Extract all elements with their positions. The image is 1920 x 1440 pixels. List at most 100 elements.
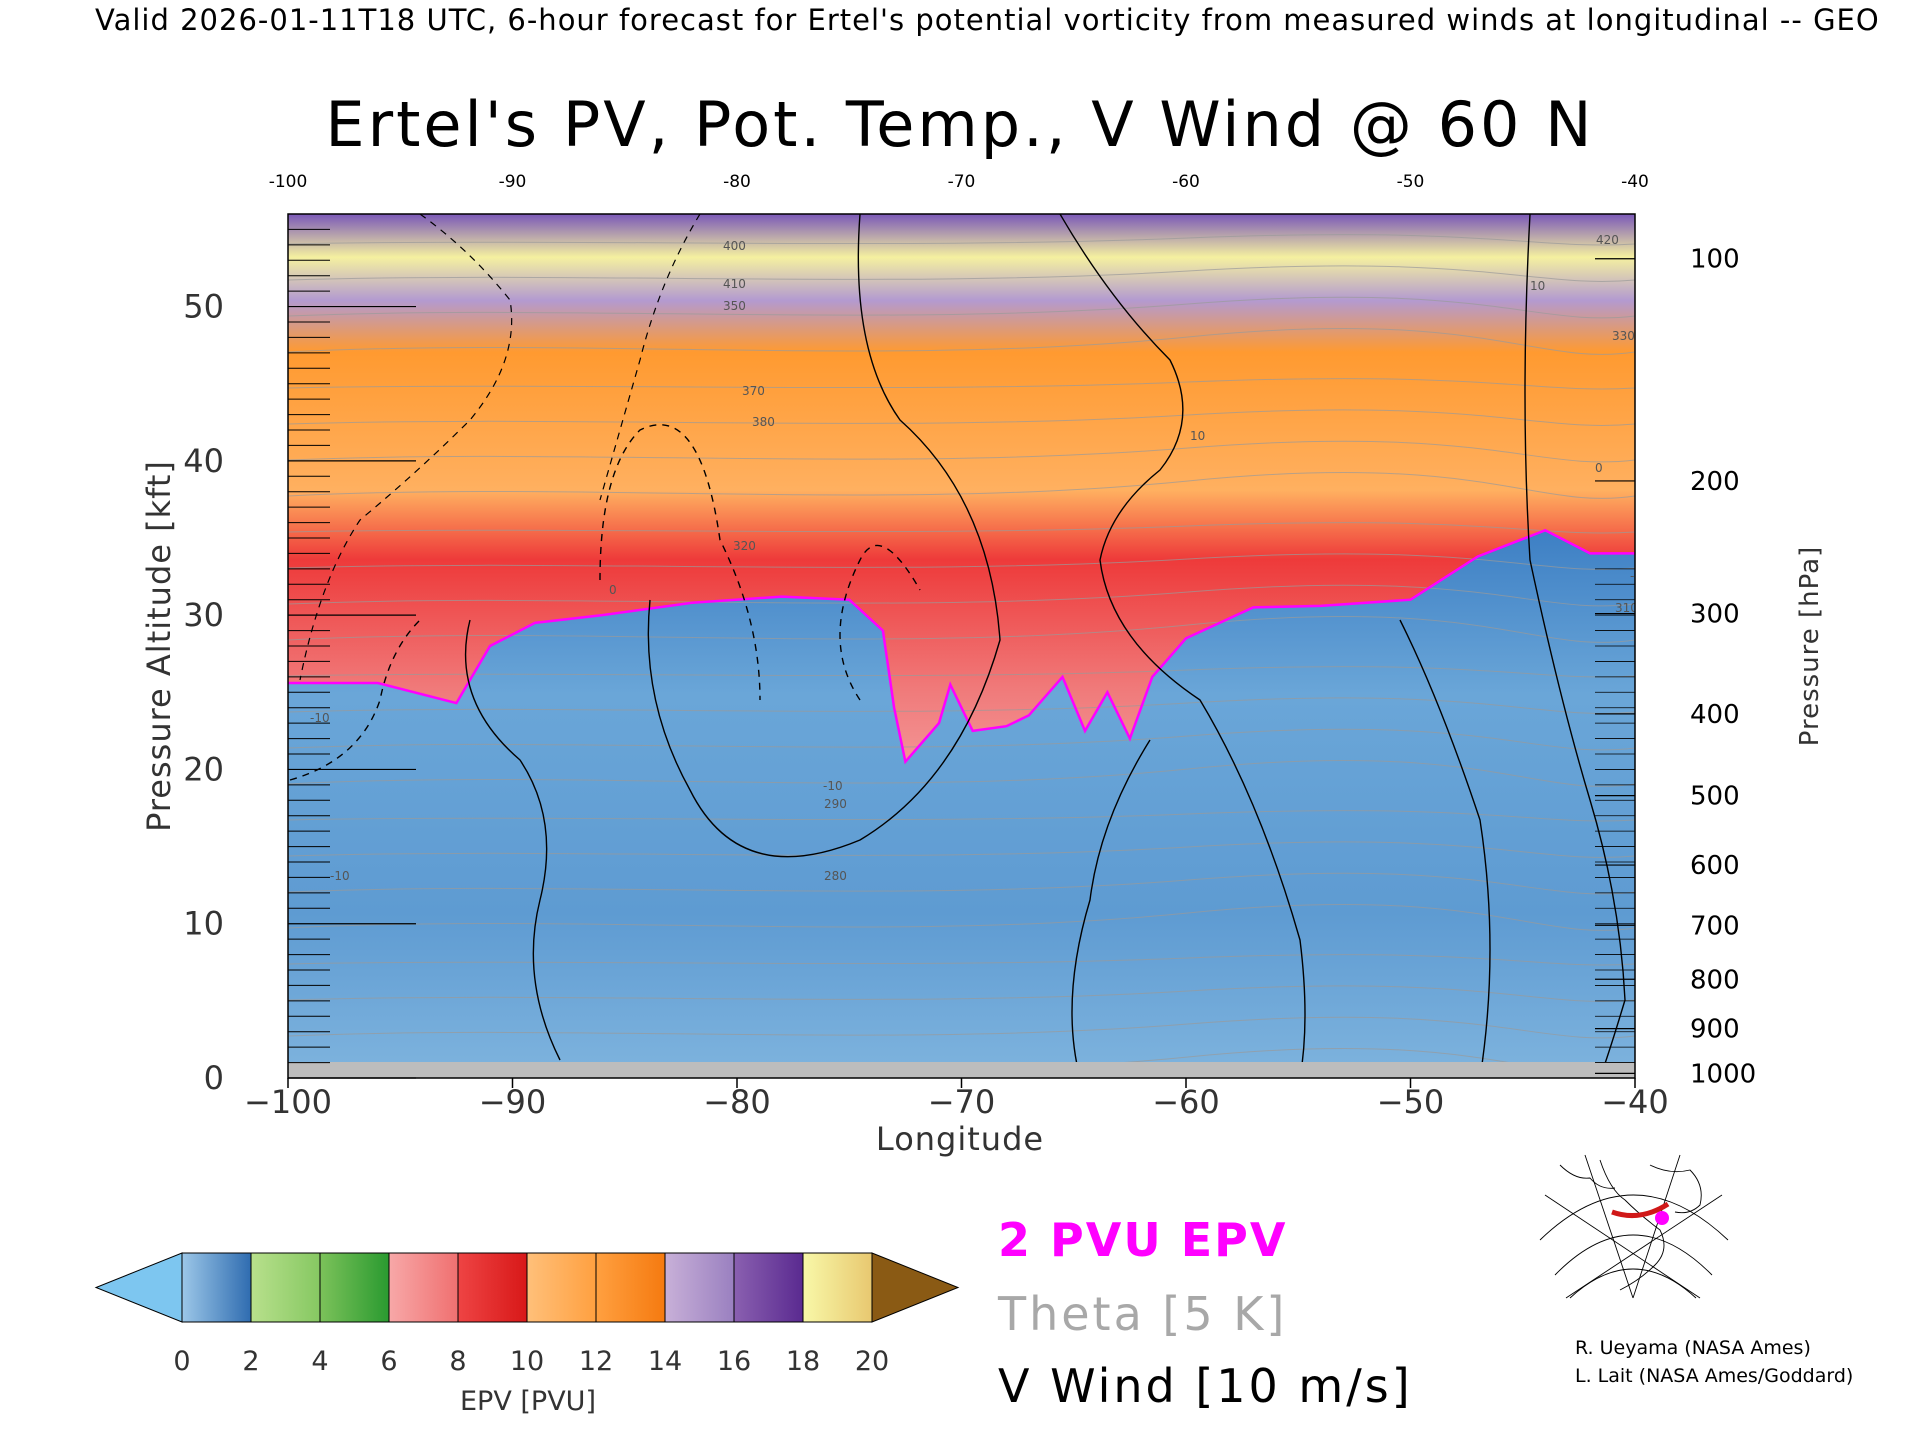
vwind-line (599, 424, 761, 701)
x-tick-label: −50 (1377, 1083, 1445, 1121)
colorbar-bin (664, 1252, 735, 1323)
contour-label: -10 (1630, 569, 1650, 583)
y-tick-label: 10 (183, 905, 224, 943)
theta-line (288, 666, 1635, 678)
contour-label: 330 (1612, 329, 1635, 343)
contour-label: -10 (310, 711, 330, 725)
theta-line (288, 553, 1635, 570)
colorbar-bin (733, 1252, 804, 1323)
colorbar-under (94, 1252, 183, 1323)
y-axis: 0 10 20 30 40 50 (183, 228, 416, 1097)
colorbar-bin (250, 1252, 321, 1323)
theta-line (288, 522, 1635, 534)
contour-label: 280 (824, 869, 847, 883)
vwind-line (1059, 214, 1306, 1078)
pressure-tick-label: 1000 (1690, 1059, 1756, 1089)
theta-line (288, 472, 1635, 499)
theta-line (288, 234, 1635, 246)
colorbar-tick-label: 0 (173, 1346, 190, 1377)
contour-label: 10 (1190, 429, 1205, 443)
top-tick-label: -60 (1172, 172, 1200, 192)
theta-line (288, 728, 1635, 751)
x-tick-label: −100 (244, 1083, 332, 1121)
theta-line (288, 584, 1635, 607)
colorbar-bin (388, 1252, 459, 1323)
x-axis-label: Longitude (876, 1120, 1044, 1158)
vwind-line (839, 544, 921, 701)
contour-label: 290 (824, 797, 847, 811)
header-text: Valid 2026-01-11T18 UTC, 6-hour forecast… (95, 3, 1880, 37)
colorbar-bin (526, 1252, 597, 1323)
theta-line (288, 954, 1635, 966)
credit-line-1: R. Ueyama (NASA Ames) (1575, 1337, 1811, 1359)
legend-theta: Theta [5 K] (997, 1287, 1287, 1341)
colorbar-tick-label: 16 (717, 1346, 751, 1377)
pressure-tick-label: 400 (1690, 700, 1740, 730)
colorbar-tick-label: 8 (449, 1346, 466, 1377)
contour-label: 350 (723, 299, 746, 313)
theta-line (288, 985, 1635, 1002)
colorbar-bin (181, 1252, 252, 1323)
vwind-contours (289, 214, 1626, 1078)
plot-area: 10 -10 0 290 280 310 320 330 350 370 380 400 410 420 -… (288, 214, 1650, 1078)
vwind-line (299, 214, 513, 681)
contour-label: 400 (723, 239, 746, 253)
x-axis: −100 −90 −80 −70 −60 −50 −40 (244, 1078, 1669, 1121)
contour-label: 310 (1615, 601, 1638, 615)
pressure-axis-label: Pressure [hPa] (1795, 546, 1825, 747)
colorbar-tick-label: 6 (380, 1346, 397, 1377)
pv-2-contour (288, 528, 1635, 765)
legend-pv: 2 PVU EPV (998, 1213, 1287, 1267)
theta-line (288, 1016, 1635, 1039)
colorbar-tick-label: 10 (510, 1346, 544, 1377)
colorbar-label: EPV [PVU] (460, 1386, 596, 1417)
contour-label: 0 (609, 583, 617, 597)
x-tick-label: −70 (928, 1083, 996, 1121)
contour-label: 420 (1596, 233, 1619, 247)
colorbar-bin (595, 1252, 666, 1323)
vwind-line (599, 214, 701, 501)
colorbar-tick-label: 18 (786, 1346, 820, 1377)
y-tick-label: 0 (204, 1059, 224, 1097)
terrain (288, 1062, 1635, 1078)
colorbar-over (871, 1252, 960, 1323)
pressure-tick-label: 600 (1690, 851, 1740, 881)
pressure-tick-label: 500 (1690, 782, 1740, 812)
pressure-tick-label: 100 (1690, 245, 1740, 275)
y-tick-label: 50 (183, 288, 224, 326)
top-tick-label: -100 (269, 172, 308, 192)
y-tick-label: 30 (183, 596, 224, 634)
colorbar-tick-label: 14 (648, 1346, 682, 1377)
y-tick-label: 40 (183, 442, 224, 480)
colorbar-tick-label: 4 (311, 1346, 328, 1377)
pressure-tick-label: 200 (1690, 467, 1740, 497)
contour-label: 0 (1595, 461, 1603, 475)
theta-line (288, 296, 1635, 319)
theta-contours (288, 234, 1635, 1075)
contour-label: -10 (330, 869, 350, 883)
x-tick-label: −40 (1601, 1083, 1669, 1121)
vwind-line (1399, 619, 1491, 1078)
pressure-tick-label: 900 (1690, 1015, 1740, 1045)
top-tick-label: -40 (1621, 172, 1649, 192)
top-axis-labels: -100 -90 -80 -70 -60 -50 -40 (269, 172, 1649, 192)
contour-labels: 10 -10 0 290 280 310 320 330 350 370 380 400 410 420 -… (310, 233, 1650, 883)
pressure-axis: 100 200 300 400 500 600 700 800 900 1000 (1595, 245, 1756, 1089)
vwind-line (289, 619, 421, 781)
theta-line (288, 872, 1635, 895)
contour-label: 410 (723, 277, 746, 291)
credit-line-2: L. Lait (NASA Ames/Goddard) (1575, 1365, 1853, 1387)
theta-line (288, 810, 1635, 822)
contour-label: 370 (742, 384, 765, 398)
top-tick-label: -70 (948, 172, 976, 192)
theta-line (288, 697, 1635, 714)
chart-title: Ertel's PV, Pot. Temp., V Wind @ 60 N (325, 88, 1594, 161)
x-tick-label: −90 (479, 1083, 547, 1121)
locator-map (1535, 1148, 1732, 1299)
top-tick-label: -80 (723, 172, 751, 192)
pressure-tick-label: 700 (1690, 911, 1740, 941)
top-tick-label: -90 (499, 172, 527, 192)
y-tick-label: 20 (183, 750, 224, 788)
contour-label: 10 (1530, 279, 1545, 293)
